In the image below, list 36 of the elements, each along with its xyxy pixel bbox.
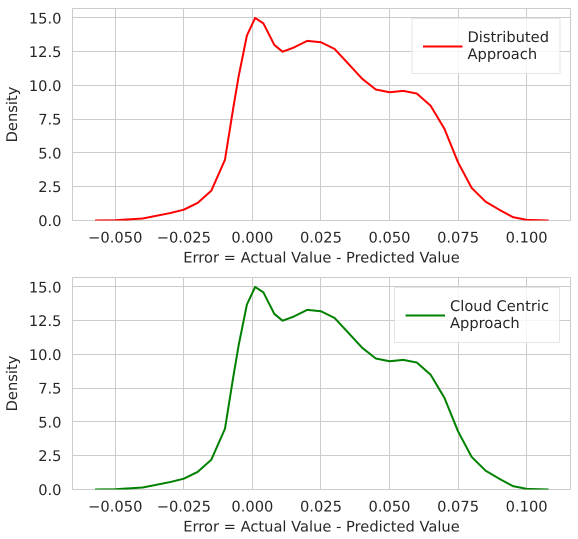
y-tick-label: 7.5 — [38, 380, 62, 398]
x-tick-label: −0.025 — [156, 230, 211, 246]
x-tick-label: −0.025 — [156, 498, 211, 516]
y-tick-label: 5.0 — [38, 414, 62, 432]
y-tick-label: 5.0 — [38, 145, 62, 162]
x-tick-label: 0.050 — [368, 230, 410, 246]
legend-label: Distributed Approach — [468, 29, 549, 63]
x-axis-title: Error = Actual Value - Predicted Value — [183, 250, 460, 266]
y-axis-title: Density — [4, 355, 21, 412]
line-series — [94, 286, 550, 490]
legend-label: Cloud Centric Approach — [450, 298, 549, 332]
line-series — [94, 16, 550, 220]
y-tick-label: 15.0 — [28, 10, 62, 28]
y-tick-label: 2.5 — [38, 179, 62, 196]
x-tick-label: 0.075 — [437, 230, 480, 246]
x-tick-label: 0.000 — [231, 498, 274, 516]
y-tick-label: 2.5 — [38, 448, 62, 466]
y-tick-label: 12.5 — [28, 44, 62, 62]
x-tick-label: 0.100 — [506, 498, 548, 516]
y-tick-label: 0.0 — [38, 213, 62, 230]
y-tick-label: 10.0 — [28, 78, 62, 95]
x-axis-title: Error = Actual Value - Predicted Value — [183, 518, 460, 536]
x-tick-label: 0.100 — [506, 230, 548, 246]
x-tick-label: 0.050 — [368, 498, 410, 516]
y-tick-label: 12.5 — [28, 313, 62, 330]
x-tick-label: 0.000 — [231, 230, 274, 246]
y-tick-label: 0.0 — [38, 482, 62, 499]
y-tick-label: 7.5 — [38, 112, 62, 129]
y-tick-label: 10.0 — [28, 346, 62, 364]
x-tick-label: 0.025 — [300, 230, 342, 246]
x-tick-label: −0.050 — [88, 230, 142, 246]
y-tick-label: 15.0 — [28, 279, 62, 296]
x-tick-label: −0.050 — [88, 498, 142, 516]
x-tick-label: 0.075 — [437, 498, 480, 516]
x-tick-label: 0.025 — [300, 498, 342, 516]
y-axis-title: Density — [4, 86, 21, 142]
